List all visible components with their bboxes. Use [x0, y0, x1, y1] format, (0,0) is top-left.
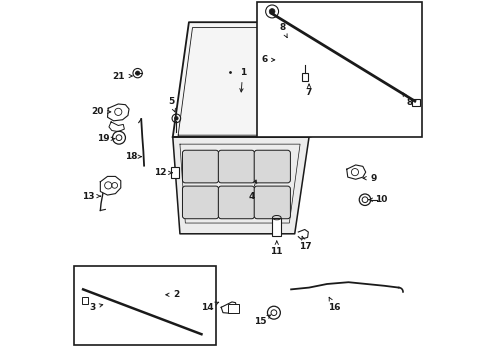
Text: 6: 6 — [261, 55, 274, 64]
Bar — [228, 304, 239, 313]
Text: 3: 3 — [89, 303, 102, 312]
Bar — [301, 73, 308, 81]
Text: 13: 13 — [82, 192, 100, 201]
Text: 7: 7 — [305, 84, 312, 96]
Circle shape — [269, 9, 274, 14]
Text: 21: 21 — [113, 72, 132, 81]
Text: 4: 4 — [248, 180, 256, 201]
FancyBboxPatch shape — [218, 150, 254, 183]
Text: 8: 8 — [279, 23, 286, 38]
Text: 17: 17 — [299, 236, 311, 251]
Bar — [257, 3, 421, 137]
Bar — [82, 297, 88, 304]
FancyBboxPatch shape — [254, 150, 290, 183]
FancyBboxPatch shape — [218, 186, 254, 219]
Text: 20: 20 — [91, 107, 111, 116]
Circle shape — [174, 117, 178, 120]
Bar — [171, 167, 179, 178]
Bar — [411, 99, 419, 107]
Bar — [272, 218, 281, 235]
Bar — [74, 266, 215, 345]
FancyBboxPatch shape — [182, 186, 218, 219]
Text: 1: 1 — [239, 68, 245, 92]
Text: 8: 8 — [402, 93, 412, 107]
FancyBboxPatch shape — [182, 150, 218, 183]
FancyBboxPatch shape — [254, 186, 290, 219]
Text: 16: 16 — [327, 297, 340, 312]
Circle shape — [135, 71, 140, 75]
Text: 5: 5 — [167, 96, 175, 112]
Text: 15: 15 — [254, 315, 270, 326]
Text: 2: 2 — [165, 290, 179, 299]
Polygon shape — [172, 137, 308, 234]
Text: 9: 9 — [362, 174, 376, 183]
Polygon shape — [172, 22, 351, 137]
Text: 10: 10 — [368, 195, 386, 204]
Text: 12: 12 — [154, 168, 172, 177]
Text: 14: 14 — [200, 302, 218, 312]
Text: 11: 11 — [270, 241, 283, 256]
Text: 19: 19 — [96, 134, 115, 143]
Text: 18: 18 — [125, 152, 141, 161]
